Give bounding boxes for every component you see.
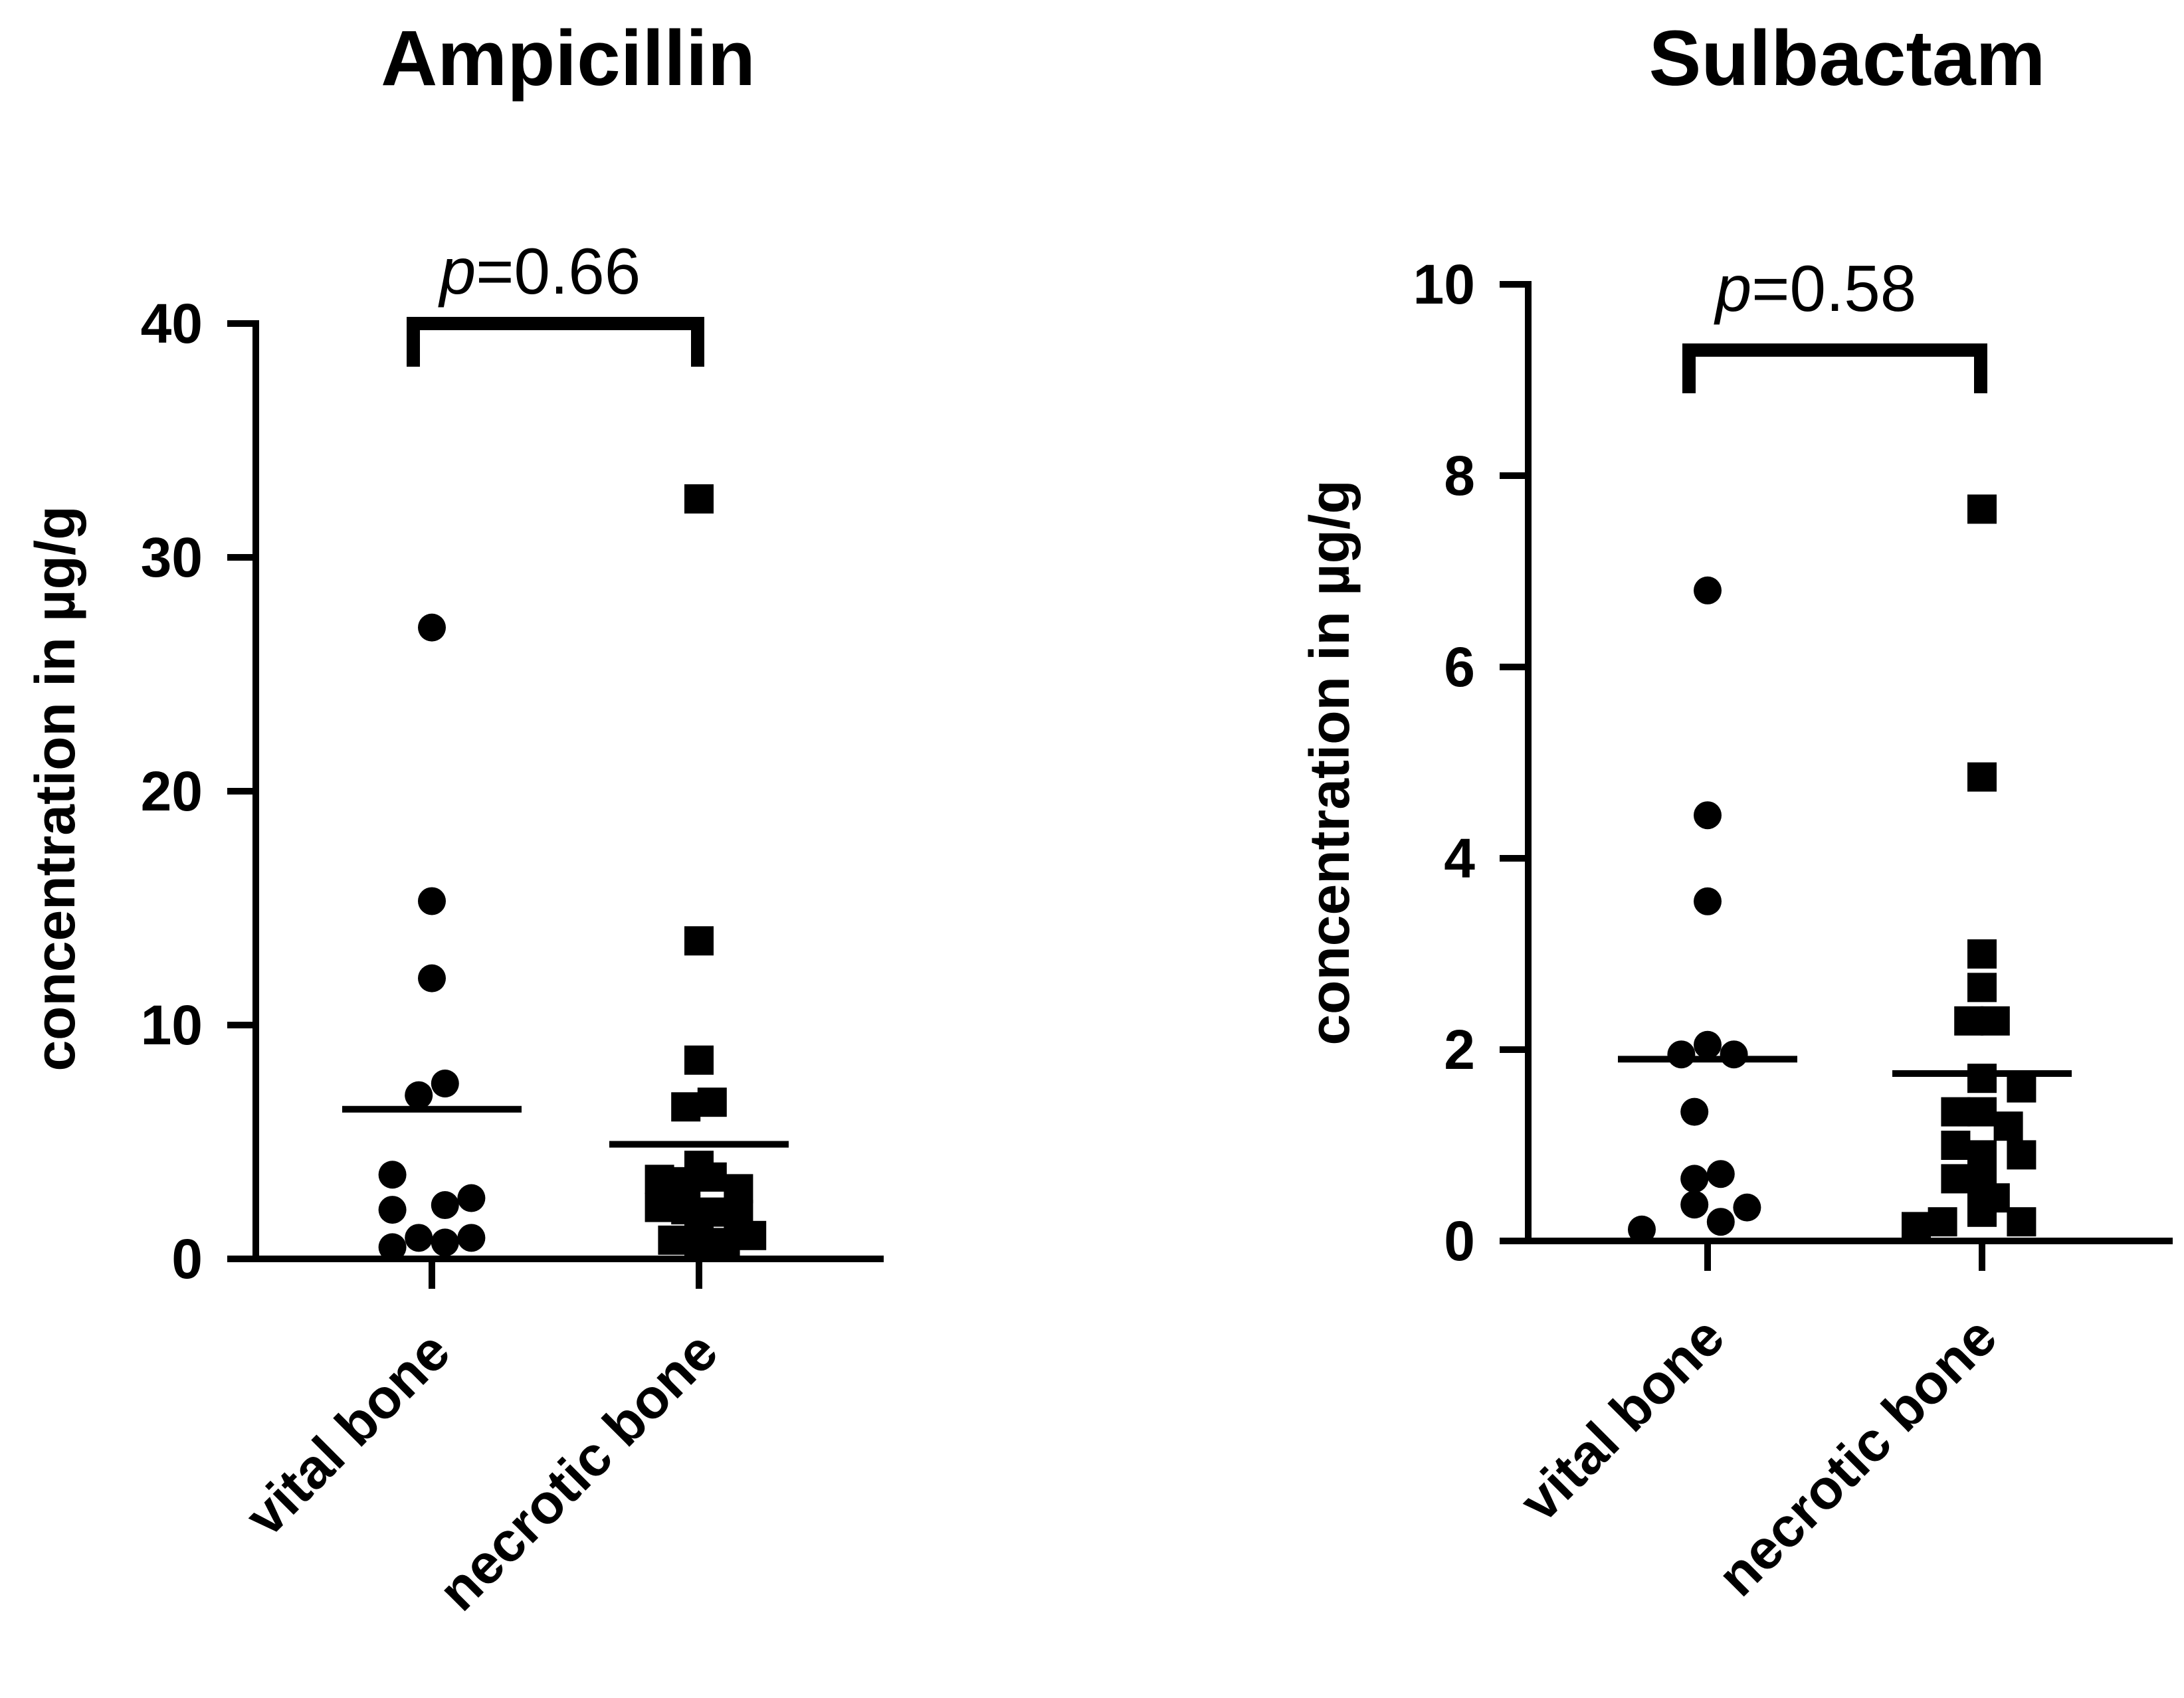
data-point-circle: [1694, 576, 1722, 605]
data-point-square: [1967, 494, 1997, 524]
data-point-square: [1941, 1164, 1971, 1194]
data-point-square: [1967, 973, 1997, 1002]
data-point-circle: [405, 1224, 433, 1252]
chart-title: Ampicillin: [381, 15, 755, 102]
x-category-label: necrotic bone: [427, 1319, 730, 1622]
sulbactam-chart: Sulbactam concentration in µg/g 0 2 4 6 …: [1298, 15, 2173, 1608]
data-point-circle: [457, 1184, 486, 1212]
y-tick-label: 10: [141, 994, 203, 1056]
y-tick-labels: 0 10 20 30 40: [141, 292, 203, 1290]
data-point-circle: [1628, 1215, 1656, 1244]
ampicillin-chart: Ampicillin concentration in µg/g 0 10 20…: [24, 15, 884, 1622]
data-point-circle: [1694, 801, 1722, 830]
y-tick-label: 10: [1413, 253, 1475, 316]
data-point-square: [1967, 939, 1997, 969]
data-point-circle: [1706, 1208, 1735, 1236]
data-point-square: [645, 1192, 674, 1222]
data-point-square: [1902, 1212, 1931, 1242]
data-point-circle: [1667, 1040, 1696, 1069]
y-axis-label: concentration in µg/g: [1298, 480, 1361, 1045]
data-point-circle: [457, 1224, 486, 1252]
data-point-square: [1967, 1064, 1997, 1093]
y-tick-label: 20: [141, 760, 203, 822]
data-points: [1618, 494, 2072, 1244]
x-category-label: vital bone: [1508, 1305, 1736, 1533]
y-tick-label: 0: [171, 1228, 203, 1290]
data-point-square: [671, 1167, 701, 1196]
p-value-text: =0.58: [1751, 252, 1916, 325]
data-point-square: [710, 1228, 740, 1258]
data-point-square: [697, 1162, 727, 1192]
data-point-circle: [1680, 1190, 1709, 1219]
y-tick-labels: 0 2 4 6 8 10: [1413, 253, 1476, 1272]
data-point-circle: [378, 1196, 407, 1224]
data-point-square: [658, 1225, 688, 1255]
data-point-square: [1941, 1097, 1971, 1127]
data-point-circle: [418, 887, 446, 915]
data-point-square: [2007, 1207, 2036, 1237]
data-point-circle: [1680, 1097, 1709, 1126]
data-point-circle: [431, 1191, 459, 1220]
data-point-square: [645, 1165, 674, 1194]
data-point-square: [684, 484, 714, 514]
significance-bracket: [407, 317, 704, 367]
y-tick-label: 8: [1444, 444, 1475, 507]
data-point-square: [724, 1174, 753, 1204]
data-point-circle: [418, 613, 446, 642]
data-point-square: [684, 1045, 714, 1075]
data-point-circle: [431, 1070, 459, 1097]
data-point-square: [737, 1220, 767, 1250]
p-value-prefix: p: [438, 235, 476, 308]
data-point-square: [1967, 1097, 1997, 1127]
chart-title: Sulbactam: [1649, 15, 2046, 102]
y-tick-label: 4: [1444, 827, 1475, 890]
data-point-circle: [1706, 1160, 1735, 1188]
y-tick-label: 2: [1444, 1018, 1475, 1081]
data-point-circle: [1694, 1030, 1722, 1059]
significance-bracket: [1682, 343, 1987, 393]
data-point-circle: [1694, 887, 1722, 915]
data-point-square: [1967, 1140, 1997, 1170]
data-points: [342, 484, 789, 1262]
data-point-square: [697, 1087, 727, 1117]
data-point-circle: [431, 1228, 459, 1257]
data-point-square: [1928, 1207, 1957, 1237]
p-value-prefix: p: [1714, 252, 1752, 325]
data-point-circle: [1680, 1165, 1709, 1193]
data-point-square: [684, 926, 714, 956]
data-point-square: [2007, 1140, 2036, 1170]
data-point-square: [1980, 1006, 2010, 1036]
p-value-text: =0.66: [476, 235, 641, 308]
x-category-label: necrotic bone: [1706, 1305, 2009, 1608]
data-point-circle: [378, 1161, 407, 1189]
data-point-circle: [1720, 1040, 1748, 1069]
data-point-square: [1993, 1111, 2023, 1141]
data-point-circle: [405, 1081, 433, 1109]
axes: [1500, 281, 2173, 1271]
axes: [227, 317, 884, 1289]
y-tick-label: 0: [1444, 1210, 1475, 1272]
x-category-label: vital bone: [233, 1319, 462, 1548]
data-point-circle: [1733, 1193, 1761, 1222]
data-point-square: [2007, 1073, 2036, 1103]
y-tick-label: 6: [1444, 636, 1475, 698]
data-point-circle: [378, 1233, 407, 1262]
data-point-circle: [418, 964, 446, 992]
y-tick-label: 30: [141, 526, 203, 589]
p-value-annotation: p=0.66: [438, 235, 641, 308]
data-point-square: [684, 1230, 714, 1260]
data-point-square: [1967, 1197, 1997, 1227]
data-point-square: [1954, 1006, 1984, 1036]
data-point-square: [1941, 1131, 1971, 1160]
data-point-square: [1967, 762, 1997, 792]
data-point-square: [671, 1092, 701, 1122]
p-value-annotation: p=0.58: [1714, 252, 1916, 325]
y-tick-label: 40: [141, 292, 203, 355]
y-axis-label: concentration in µg/g: [24, 506, 86, 1071]
